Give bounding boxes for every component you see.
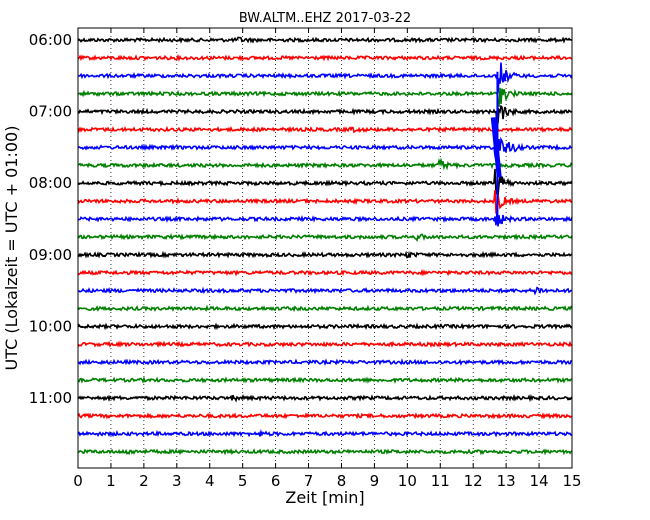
x-tick-label: 12: [464, 472, 483, 490]
trace-11:15: [77, 412, 573, 420]
x-tick-label: 1: [106, 472, 116, 490]
x-tick-label: 8: [337, 472, 347, 490]
y-tick-label: 06:00: [29, 31, 72, 49]
trace-09:15: [77, 268, 573, 277]
trace-09:00: [77, 250, 573, 259]
trace-06:00: [77, 36, 573, 44]
x-tick-label: 5: [238, 472, 248, 490]
y-tick-label: 07:00: [29, 103, 72, 121]
x-tick-label: 2: [139, 472, 149, 490]
trace-09:30: [77, 286, 573, 296]
x-tick-label: 10: [398, 472, 417, 490]
x-tick-label: 15: [562, 472, 581, 490]
y-tick-label: 08:00: [29, 174, 72, 192]
y-tick-label: 10:00: [29, 317, 72, 335]
chart-title: BW.ALTM..EHZ 2017-03-22: [239, 11, 411, 26]
trace-07:30: [77, 136, 572, 163]
x-tick-label: 7: [304, 472, 314, 490]
trace-11:00: [77, 393, 573, 403]
y-tick-label: 09:00: [29, 246, 72, 264]
trace-06:30: [77, 62, 573, 94]
trace-11:45: [77, 448, 573, 456]
trace-07:45: [77, 157, 573, 171]
trace-10:00: [77, 322, 573, 331]
trace-07:15: [77, 125, 573, 134]
y-axis-label: UTC (Lokalzeit = UTC + 01:00): [2, 126, 21, 371]
trace-09:45: [77, 304, 573, 313]
event-burst: [490, 117, 502, 178]
trace-07:00: [77, 104, 573, 126]
y-tick-label: 11:00: [29, 389, 72, 407]
trace-10:15: [77, 340, 573, 349]
plot-frame: [77, 27, 573, 469]
x-tick-label: 4: [205, 472, 215, 490]
grid-lines: [78, 28, 572, 468]
x-tick-label: 13: [497, 472, 516, 490]
x-tick-label: 6: [271, 472, 281, 490]
trace-08:30: [77, 211, 573, 227]
x-tick-label: 14: [530, 472, 549, 490]
trace-08:15: [77, 189, 573, 215]
x-tick-label: 0: [73, 472, 83, 490]
event-spikes: [490, 71, 502, 223]
axis-ticks: 0 1 2 3 4 5 6 7 8 9 10 11 12 13 14 1506:0007:0008:0009:…: [29, 28, 582, 490]
trace-11:30: [77, 428, 573, 438]
trace-lines: [77, 36, 573, 456]
trace-08:45: [77, 233, 573, 242]
trace-10:45: [77, 375, 573, 385]
x-tick-label: 9: [370, 472, 380, 490]
x-tick-label: 11: [431, 472, 450, 490]
x-tick-label: 3: [172, 472, 182, 490]
trace-06:45: [77, 87, 573, 108]
trace-10:30: [77, 358, 573, 366]
trace-06:15: [77, 53, 573, 62]
x-axis-label: Zeit [min]: [285, 488, 364, 507]
trace-08:00: [77, 168, 573, 196]
